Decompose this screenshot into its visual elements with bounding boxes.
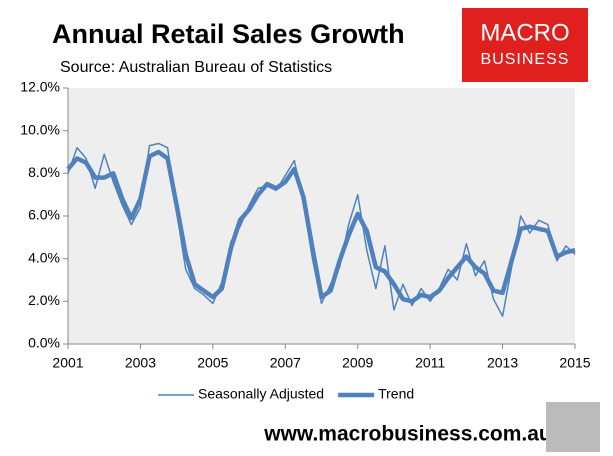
y-tick-label: 2.0% (28, 292, 60, 308)
chart-subtitle: Source: Australian Bureau of Statistics (60, 59, 332, 76)
legend-label: Trend (378, 386, 414, 402)
x-tick-label: 2009 (342, 355, 373, 371)
x-tick-label: 2007 (270, 355, 301, 371)
x-tick-label: 2003 (125, 355, 156, 371)
logo-box (462, 8, 588, 82)
logo-text: BUSINESS (481, 51, 570, 68)
legend-label: Seasonally Adjusted (198, 386, 324, 402)
y-tick-label: 0.0% (28, 335, 60, 351)
chart-title: Annual Retail Sales Growth (52, 19, 405, 49)
y-tick-label: 8.0% (28, 164, 60, 180)
y-tick-label: 10.0% (20, 121, 60, 137)
wolf-icon (546, 402, 600, 452)
y-tick-label: 6.0% (28, 207, 60, 223)
series-line (66, 149, 576, 304)
y-tick-label: 4.0% (28, 249, 60, 265)
logo-text: MACRO (480, 19, 569, 46)
footer: www.macrobusiness.com.au (263, 423, 551, 446)
x-tick-label: 2011 (415, 355, 445, 371)
x-tick-label: 2005 (197, 355, 228, 371)
plot-area (68, 88, 575, 344)
x-tick-label: 2015 (559, 355, 590, 371)
x-tick-label: 2013 (487, 355, 518, 371)
x-tick-label: 2001 (52, 355, 83, 371)
y-tick-label: 12.0% (20, 79, 60, 95)
